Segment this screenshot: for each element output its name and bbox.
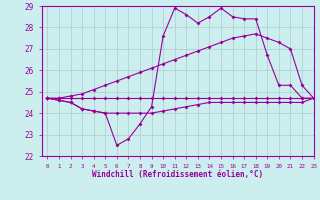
X-axis label: Windchill (Refroidissement éolien,°C): Windchill (Refroidissement éolien,°C) <box>92 170 263 179</box>
